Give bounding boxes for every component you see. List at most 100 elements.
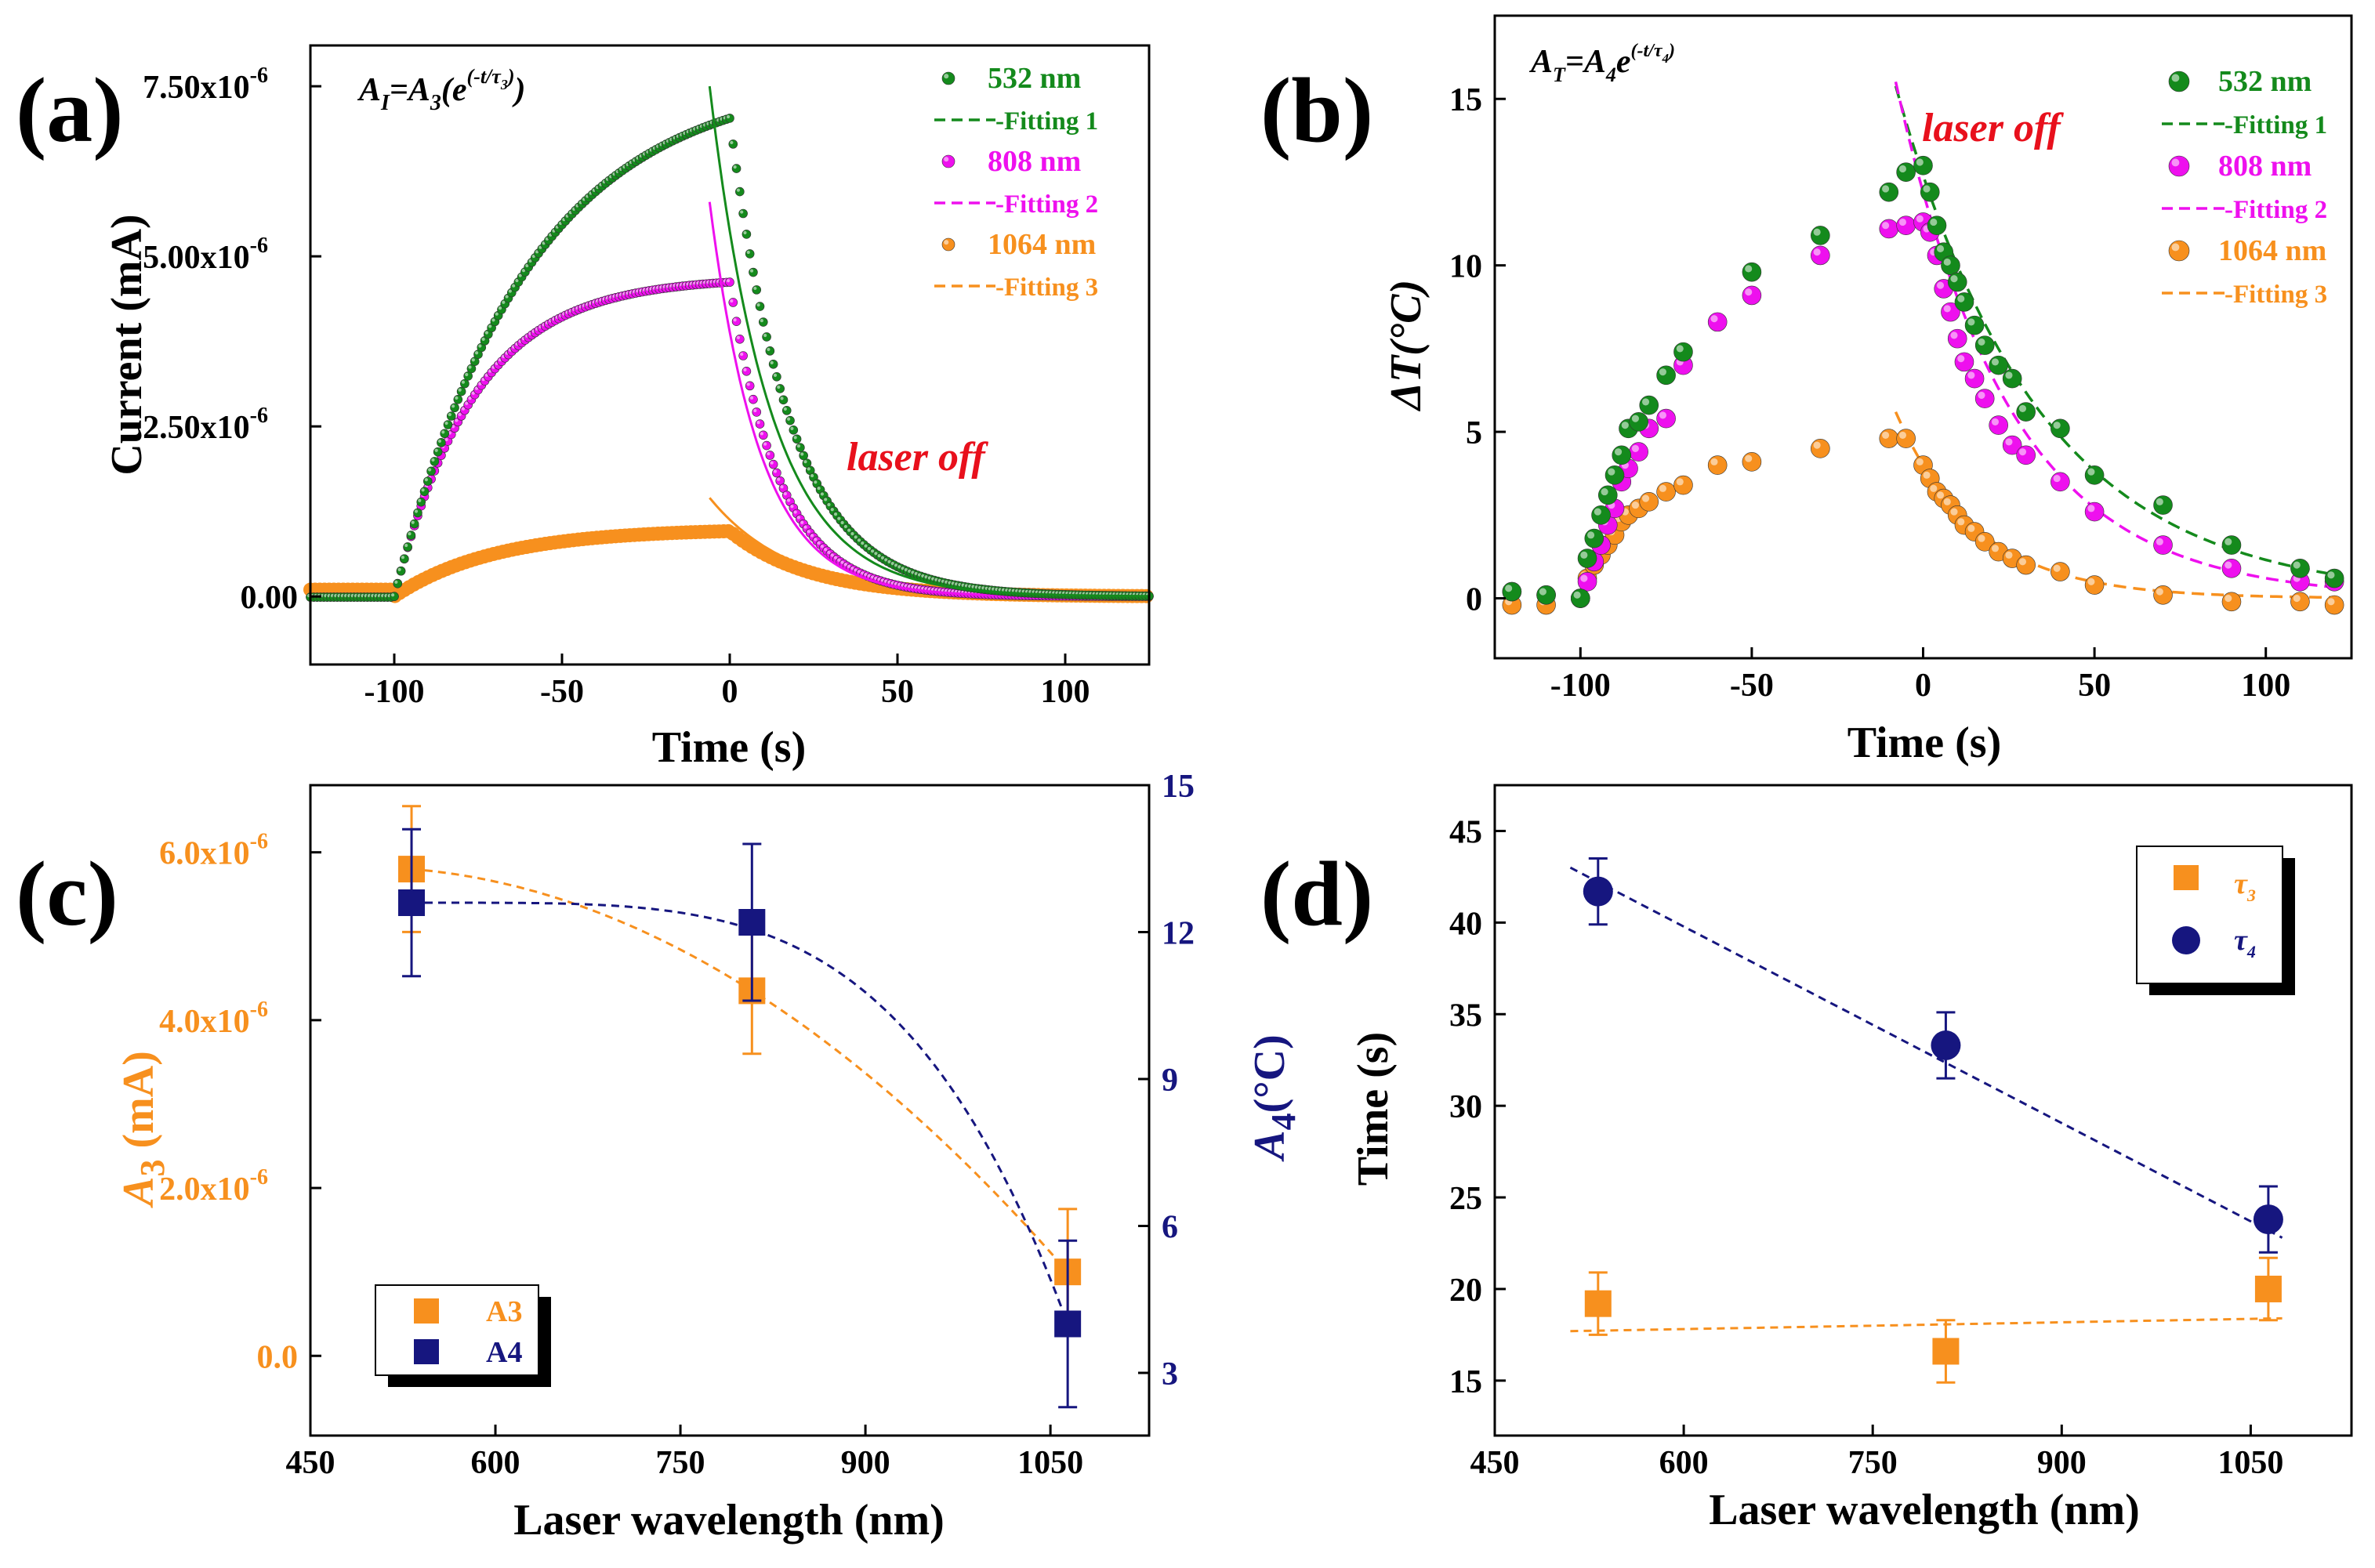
panel-c-right-y-tick-label: 12 xyxy=(1162,916,1195,952)
panel-b-point-highlight xyxy=(1631,444,1639,452)
panel-a-point-highlight xyxy=(465,401,469,405)
panel-a-point-highlight xyxy=(474,386,479,390)
panel-b-point xyxy=(2084,575,2105,595)
panel-b-point-highlight xyxy=(1631,415,1639,422)
panel-b-point xyxy=(1964,368,1985,389)
panel-d-y-tick-label: 15 xyxy=(1449,1364,1482,1400)
panel-a-point-highlight xyxy=(525,263,529,268)
panel-b-point xyxy=(1913,155,1933,176)
panel-b-legend-label: -Fitting 1 xyxy=(2225,111,2327,139)
panel-b-point-highlight xyxy=(2087,505,2095,512)
panel-b-point-highlight xyxy=(1676,478,1684,486)
panel-b-point xyxy=(1954,352,1974,372)
panel-b-point-highlight xyxy=(2225,538,2232,545)
panel-a-point-highlight xyxy=(894,563,898,567)
panel-a-point xyxy=(393,578,403,588)
panel-a-legend-marker-highlight xyxy=(944,74,949,79)
panel-a-point-highlight xyxy=(451,404,455,408)
panel-c-legend-label: A3 xyxy=(486,1295,522,1328)
panel-a-point xyxy=(785,415,795,425)
panel-d-x-tick-label: 600 xyxy=(1659,1445,1709,1481)
panel-b-point xyxy=(1536,585,1556,605)
panel-b-point-highlight xyxy=(1813,248,1821,256)
panel-a-point-highlight xyxy=(760,319,763,323)
panel-c-right-y-tick-label: 3 xyxy=(1162,1356,1178,1392)
panel-a-point xyxy=(742,367,752,376)
panel-b-fit-line xyxy=(1894,85,2335,576)
panel-a-point xyxy=(390,592,399,601)
panel-b-point-highlight xyxy=(1898,431,1906,439)
panel-a-x-tick-label: 0 xyxy=(722,674,738,710)
panel-c-left-y-tick-label: 0.0 xyxy=(257,1339,299,1375)
panel-b-point-highlight xyxy=(1615,448,1623,456)
panel-a-point-highlight xyxy=(414,509,419,513)
panel-a-point-highlight xyxy=(807,530,810,534)
panel-b-point-highlight xyxy=(1710,458,1718,465)
panel-b-point-highlight xyxy=(1967,524,1975,532)
panel-b-point-highlight xyxy=(1745,288,1753,296)
panel-d-tau4-point xyxy=(1931,1030,1961,1060)
panel-a-point xyxy=(456,386,466,397)
panel-a-point-highlight xyxy=(857,538,861,542)
panel-b-point xyxy=(2153,495,2173,515)
panel-b-point xyxy=(1707,455,1728,475)
panel-a-point-highlight xyxy=(468,397,472,400)
panel-b-point-highlight xyxy=(1957,295,1965,302)
panel-b-point-highlight xyxy=(1936,281,1945,289)
panel-b-point xyxy=(1577,571,1597,592)
panel-c-right-y-title: A4(°C) xyxy=(1246,1034,1303,1162)
panel-b-point-highlight xyxy=(1659,484,1666,492)
panel-d-y-tick-label: 45 xyxy=(1449,814,1482,850)
panel-d-tau3-point xyxy=(2254,1275,2282,1302)
panel-b-y-title: ΔT(°C) xyxy=(1382,280,1430,411)
panel-b-point xyxy=(2050,562,2070,581)
panel-b-point-highlight xyxy=(1943,305,1951,313)
panel-b-point xyxy=(1742,285,1762,306)
panel-a-point-highlight xyxy=(441,430,445,434)
panel-a-point-highlight xyxy=(437,439,442,444)
panel-b-point xyxy=(1656,408,1676,429)
panel-b-point-highlight xyxy=(1991,358,2000,366)
panel-a-point-highlight xyxy=(827,502,831,507)
panel-b-point-highlight xyxy=(1923,185,1931,193)
panel-d-y-tick-label: 20 xyxy=(1449,1273,1482,1309)
panel-b-point xyxy=(1656,482,1676,502)
panel-a-legend-label: -Fitting 2 xyxy=(995,190,1098,219)
panel-c-x-tick-label: 1050 xyxy=(1017,1445,1083,1481)
panel-b-point xyxy=(1811,439,1830,458)
panel-a-point-highlight xyxy=(773,373,778,377)
panel-a-point-highlight xyxy=(871,549,875,553)
panel-b-point-highlight xyxy=(2053,564,2061,572)
panel-b-y-tick-label: 5 xyxy=(1466,415,1482,451)
panel-b-point xyxy=(2290,558,2310,578)
panel-a-point-highlight xyxy=(502,300,506,304)
panel-b-point xyxy=(1629,412,1648,432)
panel-a-point xyxy=(433,447,443,457)
panel-b-point xyxy=(2084,465,2105,485)
panel-b-point-highlight xyxy=(1882,431,1890,439)
panel-b-point xyxy=(1954,292,1974,312)
panel-a-y-tick-label: 5.00x10-6 xyxy=(143,234,268,276)
panel-a-point-highlight xyxy=(843,524,847,529)
panel-b-point-highlight xyxy=(1991,545,2000,552)
panel-b-legend-label: -Fitting 3 xyxy=(2225,281,2327,309)
panel-b-point xyxy=(1947,328,1967,349)
panel-a-point-highlight xyxy=(874,552,878,556)
panel-a-point-highlight xyxy=(877,554,881,558)
panel-a-label: (a) xyxy=(16,59,124,161)
panel-a-point-highlight xyxy=(887,559,891,563)
panel-a-point-highlight xyxy=(418,498,422,502)
panel-b-legend-marker xyxy=(2168,155,2190,177)
panel-a-point-highlight xyxy=(763,442,767,446)
panel-b-point xyxy=(1639,492,1659,512)
panel-a-point xyxy=(749,267,758,277)
panel-b-point xyxy=(2016,555,2036,575)
panel-a-point-highlight xyxy=(837,558,841,562)
panel-a-legend-label: 808 nm xyxy=(988,145,1081,178)
panel-a-point xyxy=(413,508,422,518)
panel-a-point-highlight xyxy=(857,570,861,574)
panel-a-point xyxy=(772,372,781,382)
panel-b-point xyxy=(1673,475,1693,495)
panel-b-point xyxy=(1629,442,1648,462)
panel-a-point-highlight xyxy=(854,535,858,539)
